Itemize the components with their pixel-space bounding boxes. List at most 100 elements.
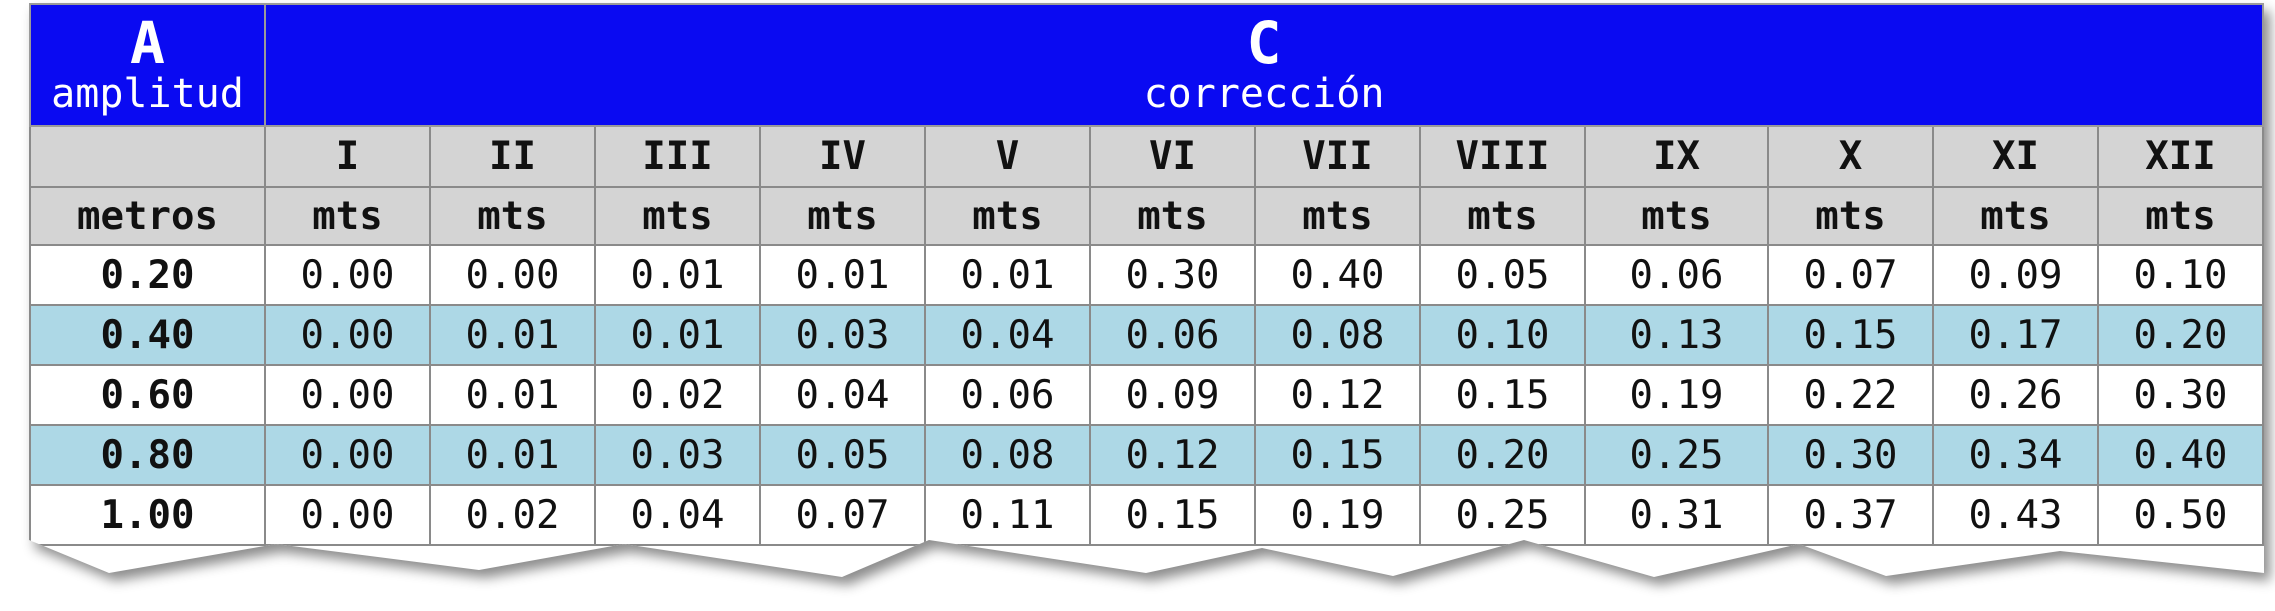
data-row: 0.40 0.00 0.01 0.01 0.03 0.04 0.06 0.08 0.10 0.13… bbox=[29, 304, 2264, 366]
correction-cell: 0.05 bbox=[1419, 244, 1586, 306]
amplitude-cell: 0.40 bbox=[29, 304, 266, 366]
column-unit: mts bbox=[924, 186, 1091, 246]
correction-cell: 0.01 bbox=[759, 244, 926, 306]
roman-row: I II III IV V VI VII VIII IX X XI XII bbox=[29, 125, 2264, 188]
correction-cell: 0.50 bbox=[2096, 484, 2264, 546]
correction-cell: 0.20 bbox=[2096, 304, 2264, 366]
amplitude-header: A amplitud bbox=[29, 3, 266, 127]
column-header: X bbox=[1767, 125, 1934, 188]
correction-cell: 0.04 bbox=[924, 304, 1091, 366]
correction-cell: 0.20 bbox=[1419, 424, 1586, 486]
correction-cell: 0.10 bbox=[1419, 304, 1586, 366]
correction-cell: 0.00 bbox=[429, 244, 596, 306]
column-unit: mts bbox=[1767, 186, 1934, 246]
correction-table: A amplitud C corrección I II III IV V VI VII VI… bbox=[29, 3, 2264, 546]
correction-cell: 0.08 bbox=[1254, 304, 1421, 366]
correction-cell: 0.01 bbox=[429, 424, 596, 486]
correction-cell: 0.01 bbox=[429, 304, 596, 366]
column-header: I bbox=[264, 125, 431, 188]
data-row: 0.20 0.00 0.00 0.01 0.01 0.01 0.30 0.40 0.05 0.06… bbox=[29, 244, 2264, 306]
correction-cell: 0.15 bbox=[1767, 304, 1934, 366]
column-header: VIII bbox=[1419, 125, 1586, 188]
amplitude-cell: 0.80 bbox=[29, 424, 266, 486]
correction-cell: 0.15 bbox=[1089, 484, 1256, 546]
column-header: III bbox=[594, 125, 761, 188]
column-unit: mts bbox=[2096, 186, 2264, 246]
correction-cell: 0.19 bbox=[1254, 484, 1421, 546]
amplitude-label: amplitud bbox=[51, 71, 244, 117]
correction-cell: 0.17 bbox=[1932, 304, 2099, 366]
correction-letter: C bbox=[1246, 9, 1282, 77]
correction-cell: 0.19 bbox=[1584, 364, 1769, 426]
column-unit: mts bbox=[429, 186, 596, 246]
correction-cell: 0.10 bbox=[2096, 244, 2264, 306]
header-row: A amplitud C corrección bbox=[29, 3, 2264, 127]
units-row: metros mts mts mts mts mts mts mts mts mts mts mts m… bbox=[29, 186, 2264, 246]
correction-cell: 0.00 bbox=[264, 364, 431, 426]
correction-cell: 0.22 bbox=[1767, 364, 1934, 426]
correction-cell: 0.07 bbox=[1767, 244, 1934, 306]
correction-cell: 0.15 bbox=[1254, 424, 1421, 486]
column-unit: mts bbox=[264, 186, 431, 246]
correction-cell: 0.13 bbox=[1584, 304, 1769, 366]
correction-cell: 0.37 bbox=[1767, 484, 1934, 546]
correction-cell: 0.00 bbox=[264, 484, 431, 546]
column-header: IV bbox=[759, 125, 926, 188]
correction-cell: 0.40 bbox=[1254, 244, 1421, 306]
column-header: XI bbox=[1932, 125, 2099, 188]
column-unit: mts bbox=[1254, 186, 1421, 246]
data-row: 0.60 0.00 0.01 0.02 0.04 0.06 0.09 0.12 0.15 0.19… bbox=[29, 364, 2264, 426]
correction-cell: 0.09 bbox=[1089, 364, 1256, 426]
correction-cell: 0.08 bbox=[924, 424, 1091, 486]
amplitude-cell: 1.00 bbox=[29, 484, 266, 546]
amplitude-letter: A bbox=[130, 9, 165, 77]
column-header: V bbox=[924, 125, 1091, 188]
correction-cell: 0.25 bbox=[1584, 424, 1769, 486]
correction-cell: 0.40 bbox=[2096, 424, 2264, 486]
correction-cell: 0.11 bbox=[924, 484, 1091, 546]
correction-cell: 0.43 bbox=[1932, 484, 2099, 546]
correction-cell: 0.00 bbox=[264, 244, 431, 306]
correction-cell: 0.15 bbox=[1419, 364, 1586, 426]
data-row: 1.00 0.00 0.02 0.04 0.07 0.11 0.15 0.19 0.25 0.31… bbox=[29, 484, 2264, 546]
column-header: IX bbox=[1584, 125, 1769, 188]
correction-cell: 0.06 bbox=[1584, 244, 1769, 306]
correction-cell: 0.01 bbox=[594, 244, 761, 306]
correction-cell: 0.01 bbox=[594, 304, 761, 366]
column-unit: mts bbox=[1089, 186, 1256, 246]
correction-cell: 0.34 bbox=[1932, 424, 2099, 486]
correction-cell: 0.05 bbox=[759, 424, 926, 486]
correction-cell: 0.01 bbox=[429, 364, 596, 426]
correction-cell: 0.30 bbox=[1767, 424, 1934, 486]
column-unit: mts bbox=[1932, 186, 2099, 246]
correction-cell: 0.00 bbox=[264, 424, 431, 486]
column-unit: mts bbox=[1584, 186, 1769, 246]
amplitude-cell: 0.20 bbox=[29, 244, 266, 306]
correction-cell: 0.25 bbox=[1419, 484, 1586, 546]
column-unit: mts bbox=[759, 186, 926, 246]
column-unit: mts bbox=[1419, 186, 1586, 246]
correction-cell: 0.06 bbox=[1089, 304, 1256, 366]
correction-cell: 0.12 bbox=[1089, 424, 1256, 486]
correction-cell: 0.03 bbox=[594, 424, 761, 486]
correction-cell: 0.30 bbox=[2096, 364, 2264, 426]
correction-header: C corrección bbox=[263, 3, 2264, 127]
amplitude-cell: 0.60 bbox=[29, 364, 266, 426]
row-unit: metros bbox=[29, 186, 266, 246]
correction-cell: 0.12 bbox=[1254, 364, 1421, 426]
correction-cell: 0.06 bbox=[924, 364, 1091, 426]
correction-cell: 0.03 bbox=[759, 304, 926, 366]
correction-cell: 0.00 bbox=[264, 304, 431, 366]
correction-label: corrección bbox=[1143, 71, 1385, 117]
column-header: VII bbox=[1254, 125, 1421, 188]
column-header: VI bbox=[1089, 125, 1256, 188]
correction-cell: 0.26 bbox=[1932, 364, 2099, 426]
correction-cell: 0.31 bbox=[1584, 484, 1769, 546]
correction-cell: 0.02 bbox=[594, 364, 761, 426]
table-body: A amplitud C corrección I II III IV V VI VII VI… bbox=[29, 3, 2264, 546]
column-header: XII bbox=[2096, 125, 2264, 188]
correction-cell: 0.04 bbox=[759, 364, 926, 426]
